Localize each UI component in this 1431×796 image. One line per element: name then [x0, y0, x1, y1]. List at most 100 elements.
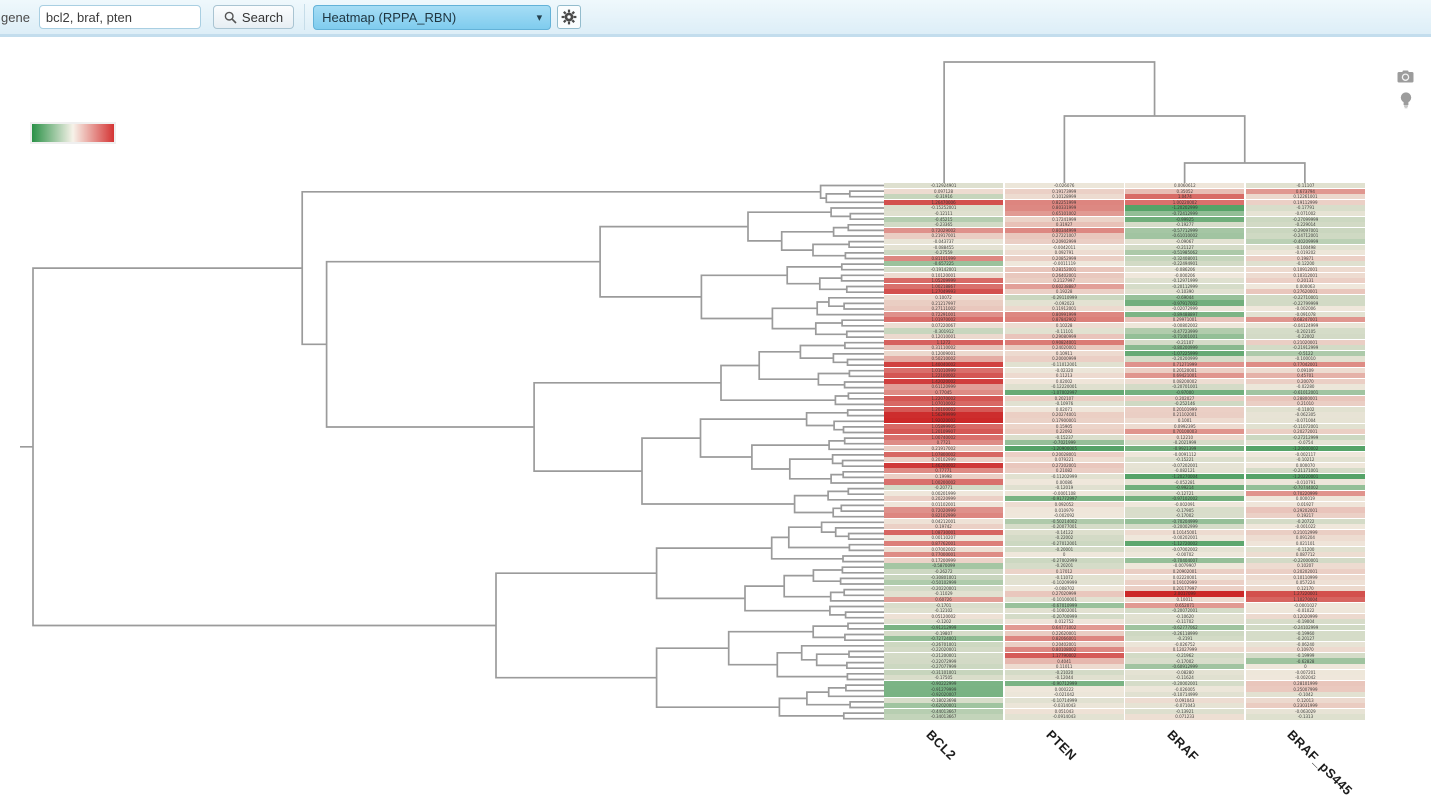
heatmap-cell[interactable]: -0.00202001 [1125, 535, 1245, 541]
heatmap-cell[interactable]: -0.2021999 [1125, 440, 1245, 446]
heatmap-cell[interactable]: 0.17200999 [884, 557, 1004, 563]
heatmap-cell[interactable]: -0.10212 [1245, 457, 1365, 463]
heatmap-cell[interactable]: -0.026752 [1125, 641, 1245, 647]
heatmap-cell[interactable]: -0.17905 [1125, 507, 1245, 513]
heatmap-cell[interactable]: 0.02071 [1004, 406, 1124, 412]
heatmap-cell[interactable]: 0.01102001 [884, 501, 1004, 507]
heatmap-cell[interactable]: -0.34013667 [884, 714, 1004, 720]
heatmap-cell[interactable]: 0.77045 [884, 389, 1004, 396]
heatmap-cell[interactable]: -0.026076 [1004, 183, 1124, 189]
heatmap-cell[interactable]: 0.20220999 [884, 496, 1004, 502]
heatmap-cell[interactable]: 0.28101999 [1245, 680, 1365, 686]
snapshot-button[interactable] [1397, 70, 1414, 83]
heatmap-cell[interactable]: 0.29080999 [1004, 334, 1124, 340]
heatmap-cell[interactable]: -0.202105 [1245, 328, 1365, 334]
heatmap-cell[interactable]: -0.24712001 [1245, 233, 1365, 239]
heatmap-cell[interactable]: -0.0091112 [1125, 451, 1245, 457]
heatmap-cell[interactable]: -0.29097001 [1245, 227, 1365, 233]
heatmap-cell[interactable]: 0.80331999 [1004, 205, 1124, 211]
heatmap-cell[interactable]: 0.091043 [1125, 697, 1245, 703]
heatmap-cell[interactable]: 0.35052 [1125, 188, 1245, 194]
heatmap-cell[interactable]: 0.45701 [1245, 373, 1365, 379]
heatmap-cell[interactable]: 0.04212001 [884, 518, 1004, 524]
heatmap-cell[interactable]: 1.42020002 [884, 378, 1004, 384]
heatmap-cell[interactable]: -0.22002 [1004, 535, 1124, 541]
heatmap-cell[interactable]: -0.29110999 [1004, 294, 1124, 301]
heatmap-cell[interactable]: -0.22799999 [1245, 300, 1365, 306]
heatmap-cell[interactable]: -0.0042011 [1004, 244, 1124, 250]
heatmap-cell[interactable]: -0.11702 [1125, 619, 1245, 625]
heatmap-cell[interactable]: -0.10714999 [1125, 692, 1245, 698]
heatmap-cell[interactable]: 0.20202001 [1245, 568, 1365, 575]
heatmap-cell[interactable]: -0.22072999 [884, 658, 1004, 664]
heatmap-cell[interactable]: 1.20100002 [884, 406, 1004, 412]
heatmap-cell[interactable]: -0.62777062 [1125, 624, 1245, 631]
heatmap-cell[interactable]: -0.62828 [1245, 658, 1365, 664]
heatmap-cell[interactable]: 0.20070 [1245, 378, 1365, 384]
heatmap-cell[interactable]: -0.14122 [1004, 529, 1124, 535]
heatmap-cell[interactable]: -0.27077999 [884, 664, 1004, 670]
heatmap-cell[interactable]: -0.19999 [1245, 652, 1365, 659]
heatmap-cell[interactable]: -1.12720002 [1125, 541, 1245, 547]
heatmap-cell[interactable]: -0.021042 [1004, 692, 1124, 698]
heatmap-cell[interactable]: 0.19112999 [1245, 199, 1365, 205]
heatmap-cell[interactable]: 0.2127997 [1004, 278, 1124, 284]
heatmap-cell[interactable]: 0.77042001 [1245, 362, 1365, 368]
heatmap-cell[interactable]: 0.20852999 [1004, 255, 1124, 261]
heatmap-cell[interactable]: 0.11011 [1004, 664, 1124, 670]
heatmap-cell[interactable]: 0.10072 [884, 294, 1004, 301]
heatmap-cell[interactable]: 0.092791 [1004, 250, 1124, 256]
heatmap-cell[interactable]: -0.11200 [1245, 546, 1365, 552]
heatmap-cell[interactable]: -0.21171001 [1245, 468, 1365, 474]
heatmap-cell[interactable]: 0.12170 [1245, 585, 1365, 591]
heatmap-cell[interactable]: -0.0011119 [1004, 261, 1124, 267]
heatmap-cell[interactable]: -0.27002999 [1004, 557, 1124, 563]
heatmap-cell[interactable]: -0.61010002 [1125, 233, 1245, 239]
heatmap-cell[interactable]: 0.50210002 [884, 356, 1004, 362]
heatmap-cell[interactable]: 0.092052 [1004, 501, 1124, 507]
heatmap-cell[interactable]: -0.20200999 [1125, 356, 1245, 362]
heatmap-cell[interactable]: 0.21217997 [884, 300, 1004, 306]
heatmap-cell[interactable]: -0.10209999 [1004, 580, 1124, 586]
heatmap-cell[interactable]: -0.08280 [1125, 669, 1245, 675]
heatmap-cell[interactable]: 0.77771 [884, 468, 1004, 474]
heatmap-cell[interactable]: 0.4041 [1004, 658, 1124, 664]
heatmap-cell[interactable]: -0.11072 [1004, 574, 1124, 580]
heatmap-cell[interactable]: 0.12013 [1245, 697, 1365, 703]
heatmap-cell[interactable]: 0.82066001 [1004, 636, 1124, 642]
heatmap-cell[interactable]: -1.20000002 [1245, 445, 1365, 452]
heatmap-cell[interactable]: 0.72291001 [884, 311, 1004, 317]
heatmap-cell[interactable]: 0.19102999 [1125, 580, 1245, 586]
heatmap-cell[interactable]: -0.11012001 [1004, 362, 1124, 368]
heatmap-cell[interactable]: 0.12009001 [884, 350, 1004, 356]
heatmap-cell[interactable]: -0.70744002 [1245, 485, 1365, 491]
gene-search-input[interactable] [38, 5, 201, 29]
heatmap-cell[interactable]: 0.81101999 [884, 255, 1004, 261]
heatmap-cell[interactable]: 0.82251999 [1004, 199, 1124, 205]
heatmap-cell[interactable]: 0.70220999 [1245, 490, 1365, 496]
heatmap-cell[interactable]: 0.19742 [884, 524, 1004, 530]
heatmap-cell[interactable]: 0.20902999 [1004, 238, 1124, 245]
heatmap-cell[interactable]: -0.09067 [1125, 238, 1245, 245]
heatmap-cell[interactable]: 0.31927 [1004, 222, 1124, 228]
heatmap-cell[interactable]: 1.26470006 [884, 199, 1004, 205]
heatmap-cell[interactable]: 0.000019 [1245, 496, 1365, 502]
heatmap-cell[interactable]: 0.02220001 [1125, 574, 1245, 580]
heatmap-cell[interactable]: -0.17002 [1125, 658, 1245, 664]
heatmap-cell[interactable]: 0.20000999 [1004, 356, 1124, 362]
heatmap-cell[interactable]: 1.27220001 [1245, 591, 1365, 597]
heatmap-cell[interactable]: 0.20274001 [1004, 412, 1124, 418]
heatmap-cell[interactable]: -0.20077001 [1004, 524, 1124, 530]
heatmap-cell[interactable]: -0.27212999 [1245, 434, 1365, 440]
heatmap-cell[interactable]: 0.20402001 [1004, 641, 1124, 647]
heatmap-cell[interactable]: -0.21200001 [884, 652, 1004, 659]
heatmap-cell[interactable]: -0.301912 [884, 328, 1004, 334]
heatmap-cell[interactable]: 0.097128 [884, 188, 1004, 194]
heatmap-cell[interactable]: -0.32408001 [1125, 255, 1245, 261]
heatmap-cell[interactable]: -0.11002 [1245, 406, 1365, 412]
heatmap-cell[interactable]: 0.19998 [884, 473, 1004, 480]
heatmap-cell[interactable]: -0.002006 [1245, 306, 1365, 312]
heatmap-cell[interactable]: 1.92020002 [884, 417, 1004, 424]
heatmap-cell[interactable]: 0.24020001 [1004, 345, 1124, 351]
heatmap-cell[interactable]: -0.20001 [1004, 546, 1124, 552]
